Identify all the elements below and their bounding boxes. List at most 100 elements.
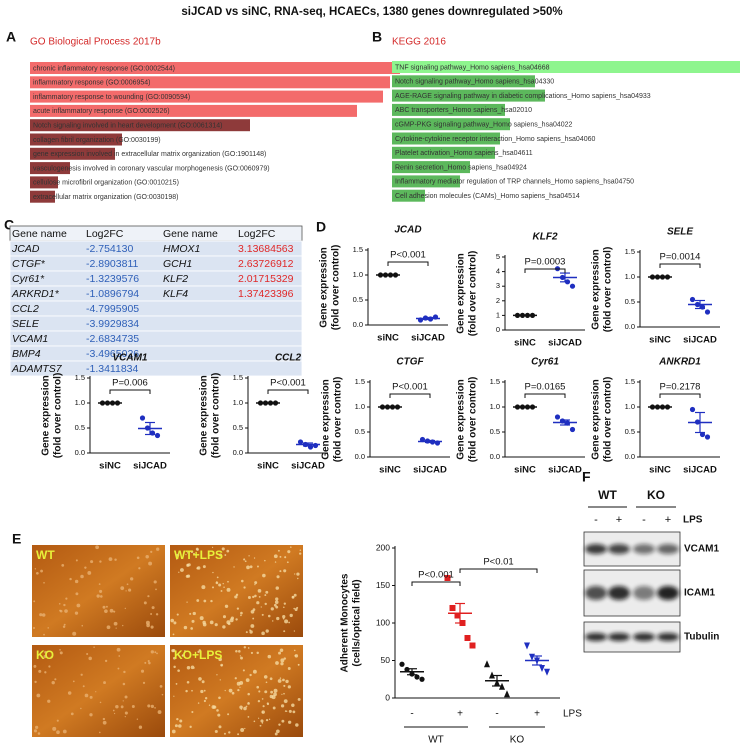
cell-speck [43,633,45,636]
data-point [539,665,545,672]
cell-speck [113,712,116,715]
cell-speck [181,654,185,657]
x-tick-label: siNC [514,338,536,349]
cell-speck [264,594,267,597]
cell-speck [33,600,36,603]
bar [392,103,505,116]
cell-speck [172,649,176,653]
y-tick-label: 1.0 [355,402,365,411]
significance-bracket [459,568,538,573]
cell-speck [224,604,229,608]
cell-speck [237,733,240,736]
cell-speck [276,616,280,621]
cell-speck [276,729,280,734]
lps-label: - [642,514,646,526]
y-tick-label: 1.5 [75,373,85,382]
data-point [469,642,476,649]
cell-speck [69,577,72,581]
bar [392,132,500,145]
y-axis-label: (fold over control) [331,245,342,331]
table-row-bg [9,330,303,347]
y-tick-label: 1.0 [233,398,243,407]
cell-speck [148,661,151,665]
cell-speck [202,565,206,569]
y-tick-label: 1.5 [233,373,243,382]
cell-speck [249,565,253,569]
cell-speck [157,710,162,714]
cell-speck [189,612,192,615]
cell-speck [147,595,150,598]
cell-speck [248,555,250,557]
cell-speck [86,652,89,656]
protein-label: Tubulin [684,632,719,643]
data-point [399,661,405,667]
log2fc: 3.13684563 [238,243,294,255]
cell-speck [280,658,285,663]
bar [30,190,55,203]
cell-speck [257,700,261,703]
cell-speck [50,656,53,659]
p-value: P=0.0165 [525,382,566,393]
data-point [689,406,696,413]
cell-speck [245,705,248,708]
significance-bracket [387,261,429,266]
cell-speck [291,703,295,708]
cell-speck [36,693,41,698]
cell-speck [155,588,157,591]
cell-speck [176,717,179,721]
cell-speck [115,704,119,709]
cell-speck [294,654,299,658]
cell-speck [193,552,195,555]
cell-speck [244,560,247,563]
significance-bracket [389,393,431,398]
cell-speck [261,698,264,700]
cell-speck [150,625,154,629]
bar [30,90,383,103]
cell-speck [99,589,103,594]
y-tick-label: 1.0 [75,398,85,407]
cell-speck [262,573,266,578]
cell-speck [240,611,243,615]
cell-speck [250,624,255,628]
cell-speck [240,614,242,617]
image-label: WT [36,548,55,562]
cell-speck [122,682,126,686]
cell-speck [244,727,246,730]
cell-speck [294,608,298,612]
bar [392,161,470,174]
lps-label: - [410,709,413,720]
cell-speck [265,718,269,722]
cell-speck [136,718,139,720]
cell-speck [297,577,299,580]
gene-name: ARKRD1* [11,288,60,300]
cell-speck [261,613,264,616]
y-tick-label: 100 [376,617,390,627]
cell-speck [115,627,117,629]
cell-speck [249,673,252,677]
cell-speck [272,706,276,710]
cell-speck [226,549,230,553]
y-tick-label: 0.5 [355,427,365,436]
data-point [154,432,161,439]
y-tick-label: 1.5 [353,245,363,254]
cell-speck [196,567,199,570]
significance-bracket [524,393,566,398]
cell-speck [223,732,226,735]
data-point [449,605,456,611]
data-point [414,674,420,680]
data-point [504,690,510,698]
cell-speck [201,680,205,684]
bar [30,119,250,132]
cell-speck [102,717,106,721]
cell-speck [80,707,82,710]
cell-speck [138,725,143,729]
cell-speck [72,680,75,683]
cell-speck [171,729,176,734]
cell-speck [208,704,211,706]
cell-speck [201,585,206,590]
cell-speck [191,619,195,623]
cell-speck [277,679,282,683]
p-value: P<0.001 [418,570,454,581]
cell-speck [273,688,278,693]
cell-speck [279,570,282,573]
